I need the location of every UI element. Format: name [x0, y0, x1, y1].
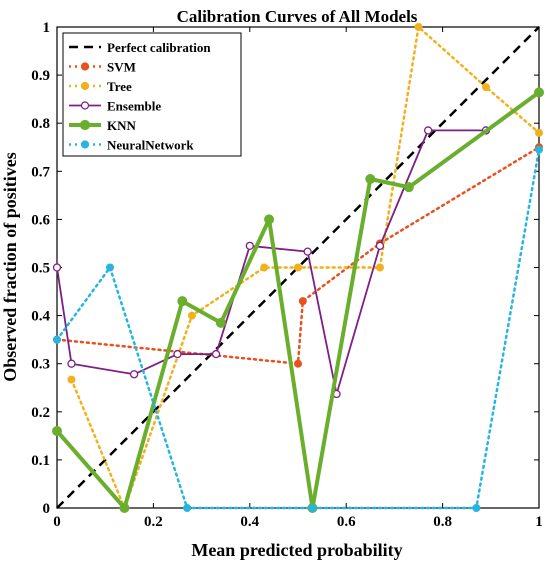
y-tick-label: 0.6: [31, 212, 50, 228]
x-tick-label: 0.8: [433, 514, 452, 530]
y-tick-label: 0.2: [31, 405, 50, 421]
data-point-ensemble: [211, 349, 221, 359]
data-point-knn: [215, 317, 226, 328]
x-tick-label: 0.2: [144, 514, 163, 530]
legend-marker-tree: [80, 81, 90, 91]
series-line-perfect-calibration: [56, 26, 540, 509]
legend-label-ensemble: Ensemble: [107, 99, 161, 114]
y-tick-label: 0.3: [31, 357, 50, 373]
data-point-knn: [177, 296, 188, 307]
data-point-svm: [294, 359, 302, 368]
data-point-neuralnetwork: [53, 335, 61, 344]
data-point-tree: [481, 83, 490, 92]
data-point-tree: [187, 311, 196, 320]
legend-label-svm: SVM: [107, 60, 136, 75]
data-point-tree: [294, 263, 302, 272]
data-point-knn: [264, 214, 275, 225]
data-point-tree: [535, 128, 543, 137]
legend-box: [62, 32, 242, 157]
series-line-neuralnetwork: [55, 148, 541, 510]
y-tick-label: 0.9: [31, 68, 50, 84]
y-tick-label: 0.1: [31, 453, 50, 469]
data-point-tree: [260, 263, 269, 272]
y-tick-label: 0.5: [31, 261, 50, 277]
x-tick-label: 0.6: [337, 514, 356, 530]
data-point-ensemble: [52, 263, 62, 272]
chart-title: Calibration Curves of All Models: [177, 7, 418, 26]
y-tick-label: 0.8: [31, 116, 50, 132]
y-axis-label: Observed fraction of positives: [0, 152, 20, 381]
legend-label-perfect-calibration: Perfect calibration: [107, 40, 211, 55]
data-point-knn: [534, 87, 544, 98]
data-point-knn: [119, 503, 130, 513]
data-point-ensemble: [245, 241, 254, 251]
data-point-knn: [52, 426, 62, 437]
y-tick-label: 0: [43, 501, 51, 517]
legend-marker-neuralnetwork: [80, 140, 90, 149]
data-point-neuralnetwork: [183, 504, 192, 512]
legend-marker-ensemble: [80, 101, 90, 110]
data-point-tree: [375, 263, 384, 272]
x-axis-label: Mean predicted probability: [191, 540, 402, 560]
legend-label-tree: Tree: [107, 79, 132, 94]
x-tick-label: 0.4: [240, 514, 259, 530]
plot-area: 0 0.2 0.4 0.6 0.8 1 0 0.1 0.2 0.3 0.4 0.5 0.6 0.7 0.8 0…: [31, 20, 544, 530]
y-tick-label: 1: [43, 20, 51, 36]
data-point-ensemble: [303, 247, 312, 256]
data-point-knn: [365, 173, 376, 184]
data-point-neuralnetwork: [308, 504, 317, 512]
x-tick-label: 1: [535, 514, 543, 530]
data-point-neuralnetwork: [535, 145, 543, 154]
legend-label-neuralnetwork: NeuralNetwork: [107, 138, 194, 153]
legend: Perfect calibration SVM Tree Ensemble KNN Neu…: [62, 32, 242, 157]
legend-label-knn: KNN: [107, 118, 137, 133]
data-point-ensemble: [129, 370, 139, 379]
data-point-ensemble: [423, 126, 433, 135]
data-point-ensemble: [67, 359, 76, 368]
x-tick-label: 0: [53, 514, 61, 530]
data-point-knn: [403, 182, 414, 193]
y-tick-label: 0.4: [31, 309, 50, 325]
legend-marker-knn: [79, 119, 91, 131]
data-point-neuralnetwork: [472, 504, 481, 512]
y-tick-label: 0.7: [31, 164, 50, 180]
data-point-tree: [414, 23, 423, 31]
data-point-neuralnetwork: [106, 263, 115, 272]
data-point-ensemble: [173, 349, 182, 359]
data-point-ensemble: [375, 241, 385, 251]
data-point-svm: [298, 297, 307, 306]
data-point-tree: [67, 375, 76, 384]
legend-marker-svm: [80, 62, 90, 71]
series-line-ensemble: [56, 129, 487, 395]
